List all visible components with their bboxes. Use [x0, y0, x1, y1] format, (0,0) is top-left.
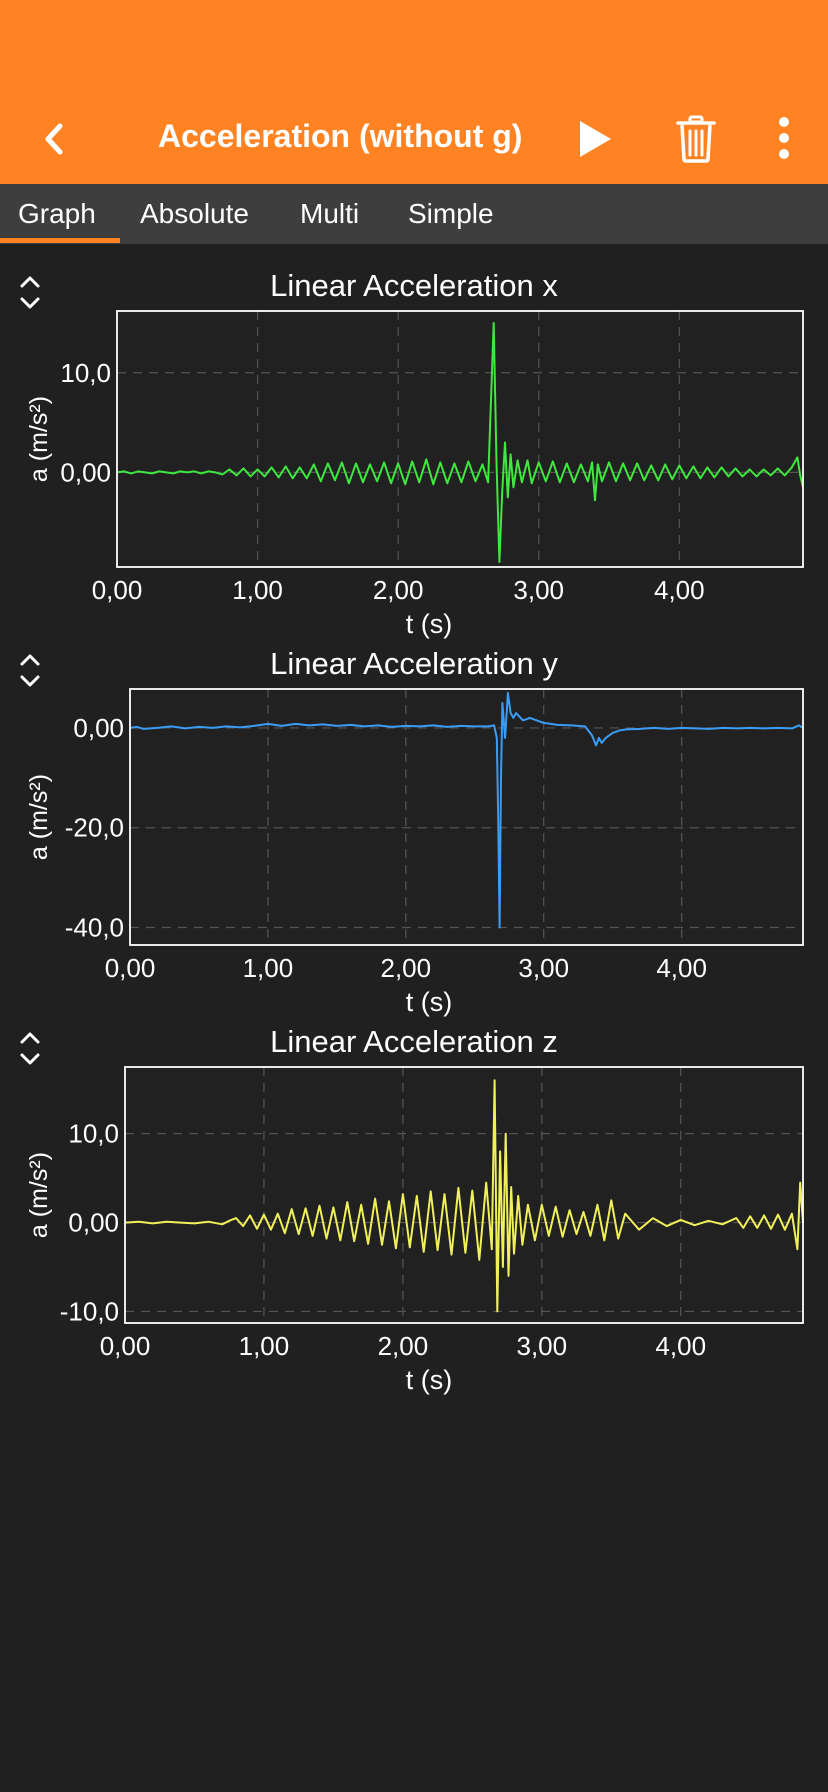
- x-tick-label: 4,00: [654, 575, 705, 605]
- y-tick-label: 10,0: [60, 358, 111, 388]
- y-tick-label: 0,00: [60, 457, 111, 487]
- plot-area: [125, 1067, 803, 1323]
- chart-2: Linear Acceleration y 0,00 1,00 2,00 3,00 4,0…: [20, 646, 804, 1017]
- app-bar: Acceleration (without g): [0, 0, 828, 184]
- x-tick-label: 3,00: [518, 953, 569, 983]
- x-axis-label: t (s): [406, 987, 453, 1017]
- chart-title: Linear Acceleration z: [270, 1024, 558, 1059]
- data-series-line: [129, 692, 804, 929]
- tab-bar: Graph Absolute Multi Simple: [0, 184, 828, 244]
- back-button[interactable]: [30, 114, 78, 164]
- chart-1: Linear Acceleration x 0,00 1,00 2,00 3,00 4,0…: [20, 268, 804, 639]
- tab-multi[interactable]: Multi: [300, 198, 360, 229]
- x-tick-label: 2,00: [378, 1331, 429, 1361]
- more-options-button[interactable]: [766, 110, 802, 166]
- plots-area: Linear Acceleration x 0,00 1,00 2,00 3,00 4,0…: [20, 268, 804, 1395]
- x-tick-label: 2,00: [381, 953, 432, 983]
- x-tick-label: 0,00: [92, 575, 143, 605]
- tab-absolute[interactable]: Absolute: [140, 198, 249, 229]
- expand-collapse-icon[interactable]: [20, 276, 40, 309]
- more-vertical-icon: [779, 117, 789, 159]
- y-tick-label: -20,0: [65, 813, 124, 843]
- x-tick-label: 3,00: [513, 575, 564, 605]
- chart-title: Linear Acceleration x: [270, 268, 558, 303]
- chevron-left-icon: [45, 123, 63, 155]
- y-axis-label: a (m/s²): [25, 1152, 53, 1238]
- x-tick-label: 1,00: [232, 575, 283, 605]
- y-tick-label: 0,00: [68, 1208, 119, 1238]
- trash-icon: [676, 115, 716, 163]
- x-tick-label: 4,00: [655, 1331, 706, 1361]
- data-series-line: [124, 1079, 804, 1313]
- plot-area: [130, 689, 803, 945]
- tab-active-indicator: [0, 238, 120, 243]
- plot-frame: [124, 1066, 804, 1324]
- y-axis-label: a (m/s²): [25, 774, 53, 860]
- y-axis-label: a (m/s²): [25, 396, 53, 482]
- y-tick-label: 10,0: [68, 1119, 119, 1149]
- tab-simple[interactable]: Simple: [408, 198, 494, 229]
- data-series-line: [116, 322, 804, 563]
- y-tick-label: -10,0: [60, 1296, 119, 1326]
- play-button[interactable]: [572, 114, 618, 164]
- delete-button[interactable]: [670, 110, 722, 168]
- plot-area: [117, 311, 803, 567]
- x-tick-label: 0,00: [100, 1331, 151, 1361]
- y-tick-label: -40,0: [65, 913, 124, 943]
- x-axis-label: t (s): [406, 609, 453, 639]
- x-tick-label: 0,00: [105, 953, 156, 983]
- plot-frame: [129, 688, 804, 946]
- chart-3: Linear Acceleration z 0,00 1,00 2,00 3,00 4,0…: [20, 1024, 804, 1395]
- page-title: Acceleration (without g): [158, 118, 523, 154]
- x-tick-label: 2,00: [373, 575, 424, 605]
- expand-collapse-icon[interactable]: [20, 1032, 40, 1065]
- y-tick-label: 0,00: [73, 713, 124, 743]
- tab-graph[interactable]: Graph: [18, 198, 96, 229]
- x-tick-label: 1,00: [243, 953, 294, 983]
- x-tick-label: 3,00: [516, 1331, 567, 1361]
- x-tick-label: 1,00: [239, 1331, 290, 1361]
- chart-title: Linear Acceleration y: [270, 646, 558, 681]
- play-icon: [580, 121, 611, 157]
- plot-frame: [116, 310, 804, 568]
- x-axis-label: t (s): [406, 1365, 453, 1395]
- x-tick-label: 4,00: [656, 953, 707, 983]
- expand-collapse-icon[interactable]: [20, 654, 40, 687]
